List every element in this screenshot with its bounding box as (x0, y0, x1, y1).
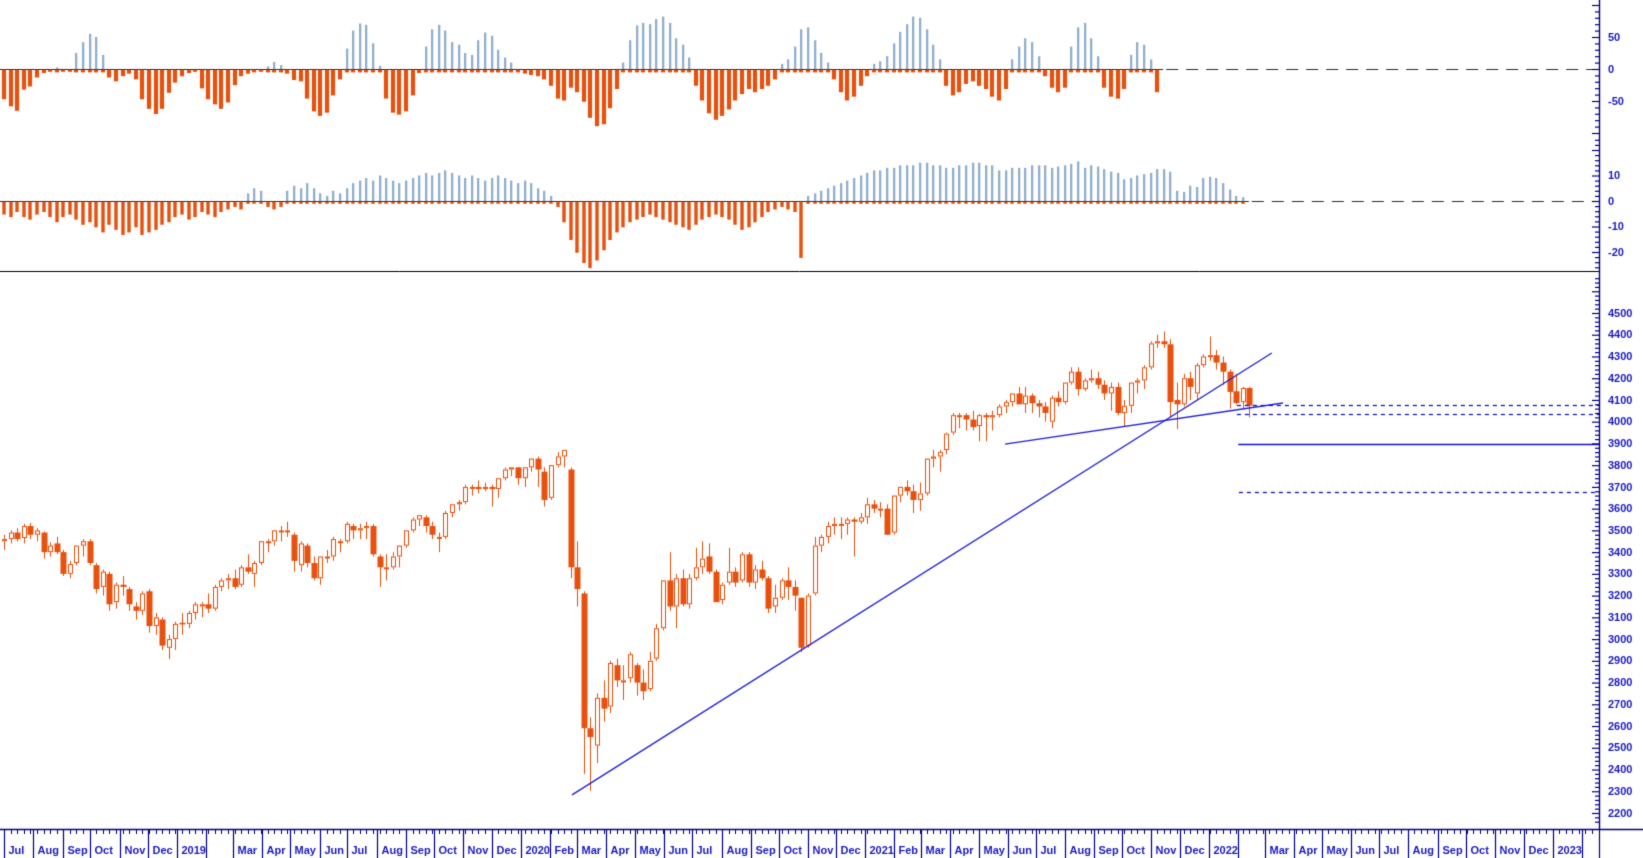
chart-window (0, 0, 1643, 858)
price-chart-canvas[interactable] (0, 0, 1643, 858)
